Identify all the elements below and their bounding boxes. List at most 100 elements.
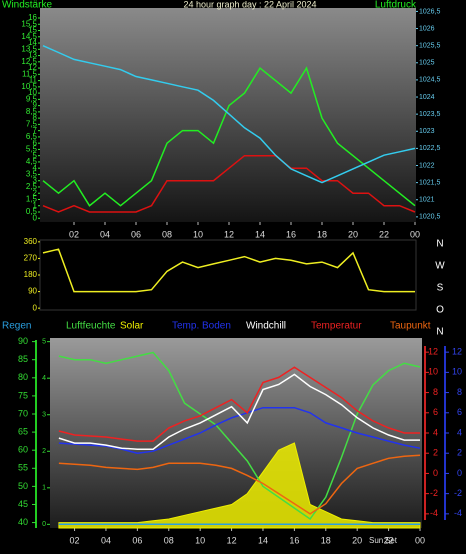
y-tick-label: 1025,5 bbox=[419, 43, 441, 50]
x-tick-label: 14 bbox=[255, 229, 265, 239]
x-tick-label: 04 bbox=[100, 229, 110, 239]
legend-label: Windchill bbox=[246, 321, 286, 332]
y-tick-label: 1021,5 bbox=[419, 179, 441, 186]
y-tick-label: 1021 bbox=[419, 197, 435, 204]
y-tick-label: 50 bbox=[18, 481, 28, 491]
y-tick-label: 70 bbox=[18, 408, 28, 418]
y-tick-label: 11 bbox=[29, 76, 38, 85]
y-tick-label: 6 bbox=[457, 407, 462, 417]
y-axis-title: Windstärke bbox=[2, 0, 52, 11]
y2-axis-title: Luftdruck bbox=[375, 0, 417, 11]
y-tick-label: 80 bbox=[18, 372, 28, 382]
x-tick-label: 00 bbox=[410, 229, 420, 239]
x-tick-label: 20 bbox=[352, 535, 362, 545]
x-tick-label: 16 bbox=[286, 229, 296, 239]
y-tick-label: 3,5 bbox=[26, 170, 38, 179]
x-tick-label: 12 bbox=[227, 535, 237, 545]
x-tick-label: 02 bbox=[70, 535, 80, 545]
y-tick-label: 1025 bbox=[419, 60, 435, 67]
y-tick-label: 12 bbox=[28, 63, 37, 72]
y-tick-label: 0 bbox=[42, 521, 46, 528]
y-tick-label: 8,5 bbox=[26, 107, 38, 116]
y-tick-label: 4,5 bbox=[26, 157, 38, 166]
y-tick-label: 2 bbox=[42, 448, 46, 455]
y-tick-label: 55 bbox=[18, 463, 28, 473]
x-tick-label: 22 bbox=[379, 229, 389, 239]
x-tick-label: 06 bbox=[131, 229, 141, 239]
legend-label: Regen bbox=[2, 321, 31, 332]
x-tick-label: 14 bbox=[258, 535, 268, 545]
y-tick-label: 90 bbox=[28, 287, 37, 296]
y-tick-label: 40 bbox=[18, 517, 28, 527]
y-tick-label: 5 bbox=[42, 338, 46, 345]
y-tick-label: 9 bbox=[33, 101, 38, 110]
y-tick-label: 4 bbox=[433, 427, 438, 437]
y-tick-label: 3 bbox=[33, 176, 38, 185]
y-tick-label: 180 bbox=[24, 270, 38, 279]
y-tick-label: -4 bbox=[454, 508, 462, 518]
line bbox=[42, 66, 416, 207]
y-tick-label: 0 bbox=[457, 468, 462, 478]
x-tick-label: 10 bbox=[193, 229, 203, 239]
x-tick-label: 18 bbox=[321, 535, 331, 545]
y-tick-label: 7,5 bbox=[26, 119, 38, 128]
sun-label: Sun bbox=[369, 536, 383, 545]
y-tick-label: 15,5 bbox=[21, 19, 37, 28]
y-tick-label: 2 bbox=[433, 448, 438, 458]
y-tick-label: 4 bbox=[42, 375, 46, 382]
x-tick-label: 08 bbox=[164, 535, 174, 545]
y-tick-label: 3 bbox=[42, 412, 46, 419]
y-tick-label: 2 bbox=[457, 448, 462, 458]
y-tick-label: 7 bbox=[33, 126, 38, 135]
y-tick-label: 0 bbox=[433, 468, 438, 478]
y-tick-label: 85 bbox=[18, 354, 28, 364]
panel-direction bbox=[39, 239, 417, 311]
y-tick-label: 13,5 bbox=[21, 44, 37, 53]
y-tick-label: 6 bbox=[433, 407, 438, 417]
y-tick-label: 10 bbox=[452, 367, 462, 377]
y-tick-label: 8 bbox=[33, 113, 38, 122]
compass-label: S bbox=[437, 283, 444, 294]
y-tick-label: 90 bbox=[18, 336, 28, 346]
y-tick-label: 13 bbox=[28, 51, 37, 60]
y-tick-label: 0 bbox=[33, 213, 38, 222]
y-tick-label: 6,5 bbox=[26, 132, 38, 141]
chart-title: 24 hour graph day : 22 April 2024 bbox=[183, 0, 316, 9]
y-tick-label: 1024 bbox=[419, 94, 435, 101]
y-tick-label: 1,5 bbox=[26, 195, 38, 204]
y-tick-label: 1 bbox=[42, 485, 46, 492]
y-tick-label: 45 bbox=[18, 499, 28, 509]
x-tick-label: 22 bbox=[384, 535, 394, 545]
y-tick-label: 8 bbox=[433, 387, 438, 397]
line bbox=[58, 366, 420, 442]
line bbox=[42, 248, 415, 293]
legend-label: Taupunkt bbox=[390, 321, 431, 332]
y-tick-label: 1026 bbox=[419, 25, 435, 32]
line bbox=[42, 45, 416, 184]
y-tick-label: 2,5 bbox=[26, 182, 38, 191]
line bbox=[42, 154, 416, 213]
y-tick-label: 8 bbox=[457, 387, 462, 397]
y-tick-label: 2 bbox=[33, 188, 38, 197]
compass-label: N bbox=[436, 327, 443, 338]
y-tick-label: -4 bbox=[430, 508, 438, 518]
x-tick-label: 18 bbox=[317, 229, 327, 239]
y-tick-label: 65 bbox=[18, 426, 28, 436]
x-tick-label: 02 bbox=[69, 229, 79, 239]
y-tick-label: -2 bbox=[430, 488, 438, 498]
y-tick-label: 14 bbox=[28, 38, 37, 47]
y-tick-label: 1024,5 bbox=[419, 77, 441, 84]
y-tick-label: 1020,5 bbox=[419, 214, 441, 221]
sun-label: Set bbox=[385, 536, 398, 545]
legend-label: Temp. Boden bbox=[172, 321, 231, 332]
y-tick-label: 0 bbox=[33, 303, 38, 312]
compass-label: O bbox=[436, 305, 444, 316]
y-tick-label: 11,5 bbox=[22, 69, 38, 78]
x-tick-label: 06 bbox=[132, 535, 142, 545]
y-tick-label: 1022 bbox=[419, 162, 435, 169]
x-tick-label: 00 bbox=[415, 535, 425, 545]
y-tick-label: 4 bbox=[33, 163, 38, 172]
legend-label: Luftfeuchte bbox=[66, 321, 116, 332]
y-tick-label: 10 bbox=[28, 88, 37, 97]
x-tick-label: 10 bbox=[195, 535, 205, 545]
